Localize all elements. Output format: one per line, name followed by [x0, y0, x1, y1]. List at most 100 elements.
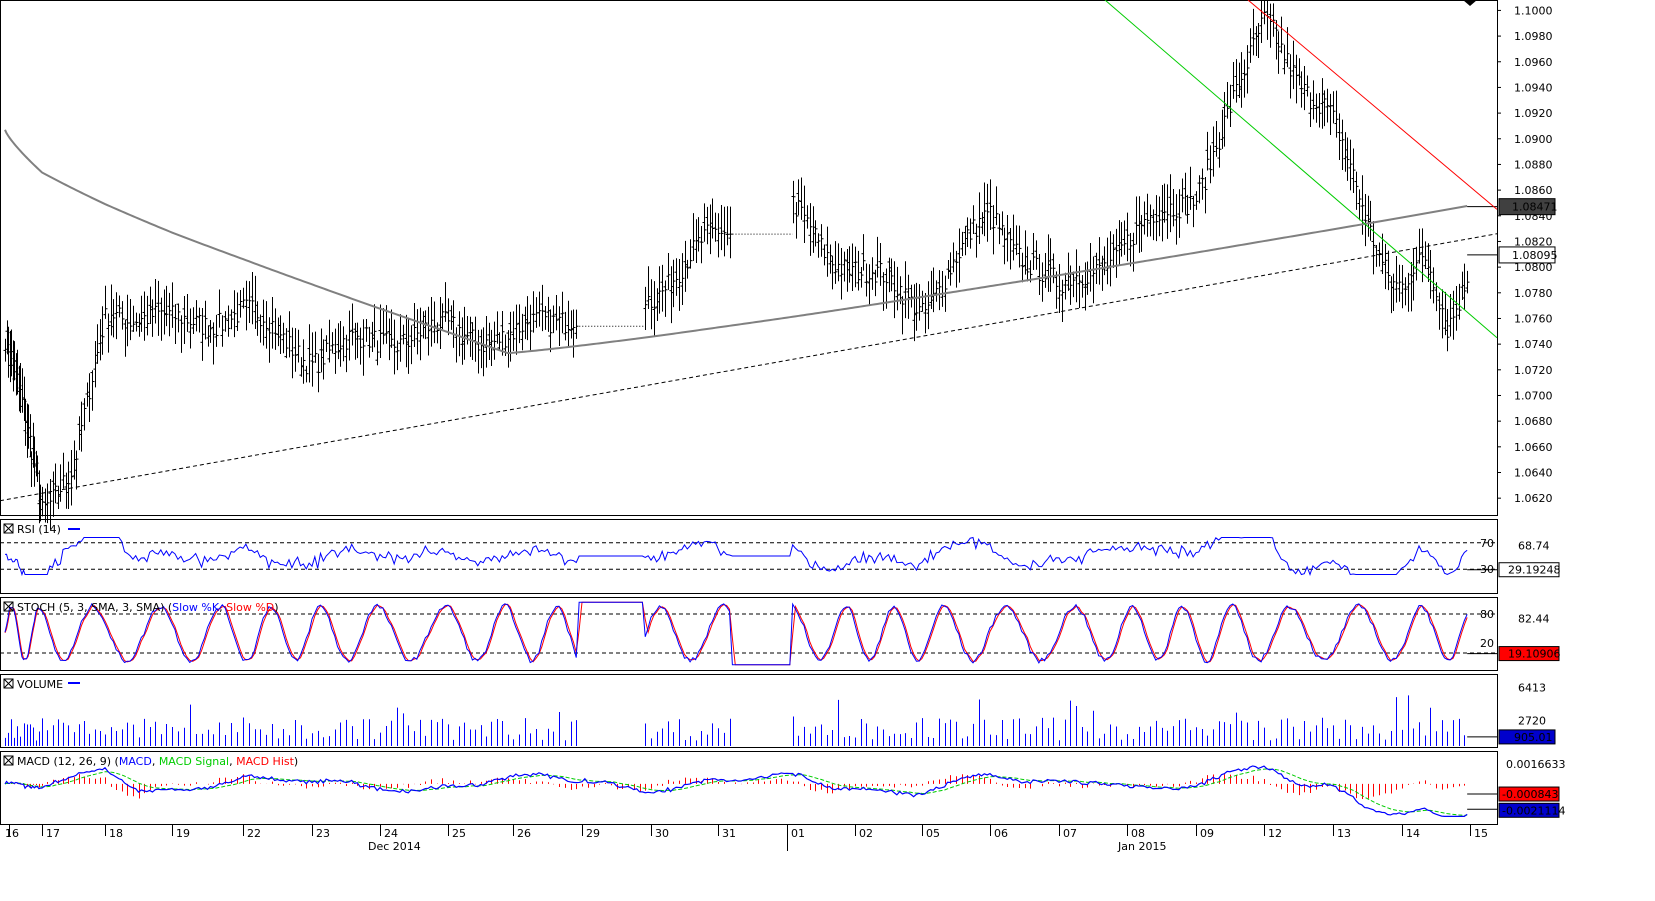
price-bar — [1114, 228, 1119, 278]
price-bar — [1411, 248, 1416, 301]
price-bar — [244, 280, 249, 331]
x-day-label: 07 — [1063, 827, 1077, 840]
price-bar — [1311, 80, 1316, 120]
price-bar — [957, 228, 962, 283]
price-bar — [1071, 271, 1076, 298]
price-bar — [64, 472, 69, 509]
price-bar — [850, 243, 855, 292]
price-bar — [1122, 220, 1127, 255]
price-bar — [473, 316, 478, 362]
price-bar — [429, 297, 434, 347]
x-month-label-jan: Jan 2015 — [1117, 840, 1166, 853]
price-bar — [688, 239, 693, 269]
price-bar — [117, 295, 122, 318]
price-bar — [1214, 121, 1219, 157]
rsi-title: RSI (14) — [17, 523, 61, 536]
price-bar — [842, 251, 847, 282]
price-bar — [965, 217, 970, 248]
price-bar — [208, 319, 213, 343]
rsi-label-70: 70 — [1480, 537, 1494, 550]
price-bar — [1066, 252, 1071, 291]
price-bar — [1320, 78, 1325, 129]
price-tick-label: 1.0760 — [1514, 312, 1553, 325]
price-bar — [671, 259, 676, 308]
macd-collapse-cross-icon — [3, 755, 14, 766]
price-bar — [1174, 194, 1179, 245]
x-day-label: 30 — [655, 827, 669, 840]
price-bar — [1457, 283, 1462, 320]
price-bar — [164, 285, 169, 327]
price-bar — [426, 306, 431, 356]
price-bar — [159, 297, 164, 341]
price-bar — [1217, 132, 1222, 168]
price-bar — [182, 296, 187, 344]
price-bar — [708, 204, 713, 255]
price-bar — [336, 323, 341, 360]
stoch-collapse-icon — [3, 601, 14, 612]
price-bar — [537, 291, 542, 327]
price-bar — [917, 284, 922, 321]
price-bar — [1137, 196, 1142, 253]
price-bar — [699, 225, 704, 264]
price-bar — [389, 309, 394, 348]
price-bar — [819, 224, 824, 257]
price-bar — [267, 317, 272, 363]
price-bar — [361, 319, 366, 376]
price-bar — [666, 253, 671, 290]
price-bar — [1434, 282, 1439, 312]
price-bar — [28, 414, 33, 458]
price-bar — [1363, 194, 1368, 247]
price-bar — [1437, 292, 1442, 330]
price-bar — [1068, 265, 1073, 305]
price-bar — [705, 206, 710, 245]
price-bar — [1259, 0, 1264, 43]
price-bar — [1265, 0, 1270, 40]
price-bar — [951, 242, 956, 273]
price-bar — [816, 233, 821, 258]
price-bar — [1317, 92, 1322, 128]
price-bar — [1234, 59, 1239, 103]
price-bar — [506, 330, 511, 368]
price-bar — [327, 319, 332, 363]
price-bar — [451, 300, 456, 348]
price-bar — [1105, 237, 1110, 285]
price-bar — [1046, 234, 1051, 292]
price-bar — [1228, 84, 1233, 127]
price-bar — [909, 284, 914, 308]
price-bar — [90, 370, 95, 411]
price-tick-label: 1.0980 — [1514, 30, 1553, 43]
price-bar — [1177, 189, 1182, 238]
x-day-label: 26 — [517, 827, 531, 840]
price-bar — [1256, 22, 1261, 58]
price-bar — [214, 314, 219, 347]
price-bar — [497, 332, 502, 351]
stoch-value-box — [1498, 646, 1560, 662]
price-bar — [836, 243, 841, 282]
price-bar — [114, 292, 119, 340]
price-bar — [1288, 54, 1293, 99]
price-bar — [167, 292, 172, 337]
volume-title: VOLUME — [17, 678, 63, 691]
price-bar — [1134, 196, 1139, 245]
price-bar — [554, 294, 559, 331]
price-bar — [1251, 8, 1256, 56]
price-bar — [859, 266, 864, 288]
price-bar — [847, 246, 852, 283]
macd-collapse-icon — [3, 755, 14, 766]
x-day-label: 23 — [316, 827, 330, 840]
price-bar — [415, 309, 420, 355]
price-bar — [1088, 243, 1093, 292]
price-bar — [148, 286, 153, 325]
price-bar — [53, 463, 58, 504]
price-bar — [250, 272, 255, 325]
price-bar — [378, 304, 383, 358]
price-bar — [462, 306, 467, 360]
price-bar — [1102, 246, 1107, 276]
rsi-label-current-high: 68.74 — [1518, 540, 1550, 553]
price-bar — [238, 289, 243, 318]
price-bar — [929, 270, 934, 309]
price-bar — [270, 296, 275, 349]
price-bar — [1357, 189, 1362, 221]
price-bar — [264, 301, 269, 349]
price-bar — [994, 186, 999, 226]
